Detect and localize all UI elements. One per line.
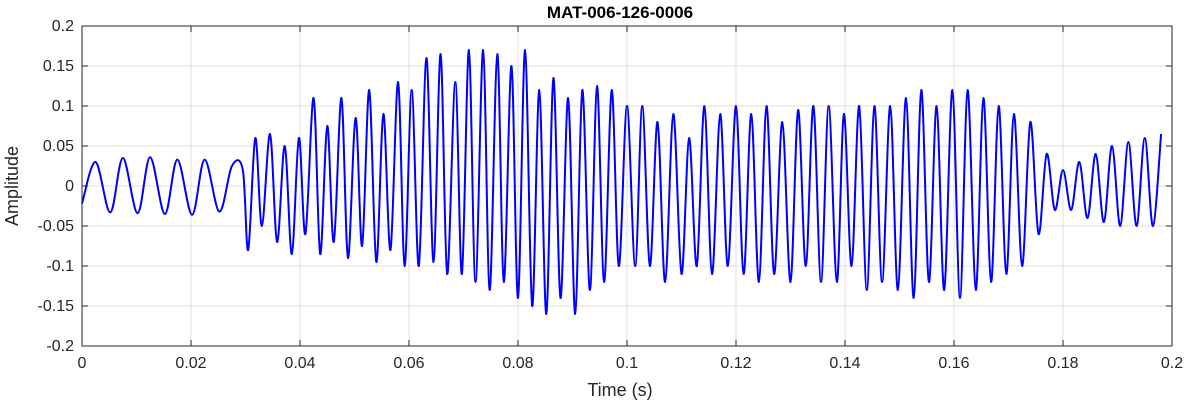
x-tick-label: 0.14 [829, 355, 860, 372]
y-tick-label: -0.05 [38, 218, 75, 235]
x-tick-label: 0 [78, 355, 87, 372]
x-axis-label: Time (s) [587, 380, 652, 400]
x-tick-label: 0.04 [284, 355, 315, 372]
y-tick-label: -0.1 [46, 258, 74, 275]
x-tick-label: 0.06 [393, 355, 424, 372]
x-tick-label: 0.12 [720, 355, 751, 372]
y-tick-label: 0.2 [52, 18, 74, 35]
x-tick-label: 0.2 [1161, 355, 1183, 372]
x-tick-label: 0.1 [616, 355, 638, 372]
waveform-line [81, 48, 1163, 316]
y-tick-label: 0.1 [52, 98, 74, 115]
y-tick-label: -0.2 [46, 338, 74, 355]
axis-ticks: 0 0.02 0.04 0.06 0.08 0.1 0.12 0.14 0.16 0.18 0.2 -… [38, 18, 1184, 372]
waveform-series [81, 48, 1163, 316]
y-tick-label: 0 [65, 178, 74, 195]
y-tick-label: 0.05 [43, 138, 74, 155]
chart-title: MAT-006-126-0006 [547, 3, 693, 22]
x-tick-label: 0.02 [175, 355, 206, 372]
grid-lines [81, 25, 1173, 347]
x-tick-label: 0.18 [1047, 355, 1078, 372]
x-tick-label: 0.16 [938, 355, 969, 372]
y-tick-label: 0.15 [43, 58, 74, 75]
y-axis-label: Amplitude [2, 146, 22, 226]
x-tick-label: 0.08 [502, 355, 533, 372]
y-tick-label: -0.15 [38, 298, 75, 315]
